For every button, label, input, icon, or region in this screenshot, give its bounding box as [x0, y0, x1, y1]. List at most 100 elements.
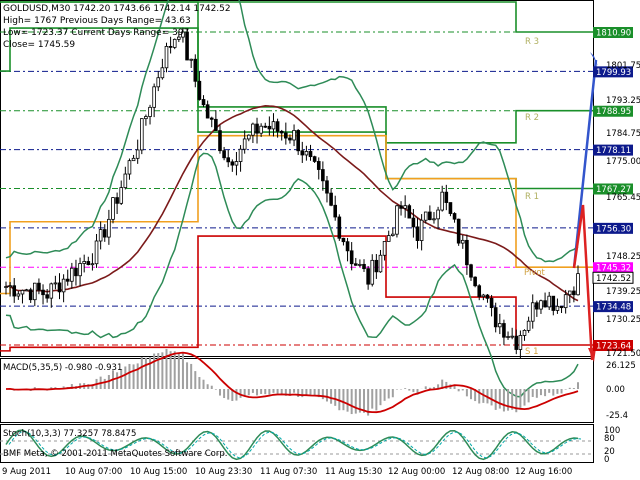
moving-average: [5, 104, 579, 302]
stoch-plot: [0, 429, 593, 461]
candle-body: [407, 205, 412, 219]
candle-body: [49, 283, 54, 299]
candle-body: [551, 295, 556, 311]
time-tick: 11 Aug 15:30: [325, 467, 382, 477]
candle-body: [292, 130, 296, 141]
macd-label: MACD(5,35,5) -0.980 -0.931: [3, 363, 122, 373]
candlesticks: [4, 27, 580, 359]
candle-body: [255, 123, 259, 134]
pivot-label-r3: R 3: [525, 37, 539, 47]
level-price-text: 1745.32: [596, 264, 631, 274]
candle-body: [436, 209, 440, 220]
candle-body: [152, 86, 156, 108]
candle-body: [403, 205, 407, 209]
bollinger-lower: [5, 152, 579, 398]
candle-body: [481, 294, 486, 298]
level-price-text: 1778.11: [596, 146, 631, 156]
candle-body: [514, 335, 519, 350]
candle-body: [539, 300, 543, 310]
red-projection-arrow: [572, 204, 594, 361]
time-tick: 12 Aug 00:00: [388, 467, 445, 477]
price-tick: 1775.00: [606, 157, 640, 167]
pivot-label-r1: R 1: [525, 192, 539, 202]
candle-body: [57, 282, 62, 293]
candle-body: [222, 150, 226, 159]
candle-body: [428, 211, 432, 221]
candle-body: [94, 240, 99, 265]
bollinger-bands: [5, 0, 579, 398]
candle-body: [127, 160, 132, 175]
candle-body: [20, 290, 25, 295]
candle-body: [382, 241, 387, 256]
candle-body: [267, 125, 272, 130]
level-price-text: 1723.64: [596, 342, 631, 352]
stoch-label: Stoch(10,3,3) 77.3257 78.8475: [3, 429, 136, 439]
pivot-r2-line: [0, 1, 593, 144]
candle-body: [271, 121, 276, 130]
stoch-panel-frame: [0, 424, 594, 463]
candle-body: [321, 169, 325, 182]
candle-body: [465, 239, 469, 266]
high-info-text: High= 1767 Previous Days Range= 43.63: [3, 16, 191, 26]
candle-body: [358, 263, 362, 266]
candle-body: [485, 294, 490, 299]
candle-body: [477, 285, 482, 298]
candle-body: [238, 148, 243, 162]
level-price-text: 1742.52: [596, 274, 631, 284]
candle-body: [530, 302, 535, 322]
candle-body: [493, 307, 498, 328]
candle-body: [65, 278, 70, 282]
time-tick: 12 Aug 16:00: [515, 467, 572, 477]
main-chart-frame: [0, 0, 594, 357]
bollinger-upper: [5, 0, 579, 263]
candle-body: [160, 67, 165, 79]
candle-body: [386, 235, 391, 242]
candle-body: [469, 264, 473, 278]
candle-body: [82, 261, 86, 264]
candle-body: [164, 45, 169, 69]
candle-body: [205, 104, 210, 119]
candle-body: [24, 289, 29, 292]
stoch-axis: 100 80 20 0: [604, 426, 620, 465]
candle-body: [123, 173, 128, 189]
candle-body: [86, 261, 91, 265]
candle-body: [12, 285, 17, 297]
candle-body: [316, 161, 321, 170]
candle-body: [473, 276, 477, 287]
candle-body: [370, 259, 375, 285]
level-price-box: [593, 183, 633, 195]
price-tick: 1793.25: [606, 96, 640, 106]
level-price-text: 1756.30: [596, 224, 631, 234]
candle-body: [555, 305, 560, 311]
candle-body: [559, 305, 564, 309]
price-tick: 1801.75: [606, 61, 640, 71]
candle-body: [502, 323, 506, 338]
close-info-text: Close= 1745.59: [3, 40, 75, 50]
level-price-text: 1799.93: [596, 68, 631, 78]
macd-tick: -25.4: [606, 411, 628, 421]
candle-body: [444, 191, 449, 203]
symbol-ohlc-text: GOLDUSD,M30 1742.20 1743.66 1742.14 1742…: [3, 4, 231, 14]
level-price-box: [593, 105, 633, 117]
candle-body: [70, 267, 74, 282]
candle-body: [518, 335, 523, 350]
pivot-label-s1: S 1: [525, 347, 539, 357]
candle-body: [284, 132, 288, 139]
red-arrow-head: [588, 348, 596, 362]
candle-body: [432, 218, 436, 221]
candle-body: [419, 219, 424, 241]
candle-body: [53, 282, 58, 285]
candle-body: [74, 267, 78, 277]
level-price-text: 1810.90: [596, 29, 631, 39]
candle-body: [107, 218, 111, 238]
candle-body: [226, 157, 231, 163]
candle-body: [90, 263, 95, 266]
copyright-text: BMF Meta, © 2001-2011 MetaQuotes Softwar…: [3, 449, 227, 459]
candle-body: [230, 161, 235, 166]
candle-body: [251, 123, 255, 136]
macd-tick: 0.00: [606, 385, 625, 395]
candle-body: [526, 320, 531, 331]
blue-projection-arrow: [572, 59, 598, 269]
candle-body: [209, 117, 214, 120]
